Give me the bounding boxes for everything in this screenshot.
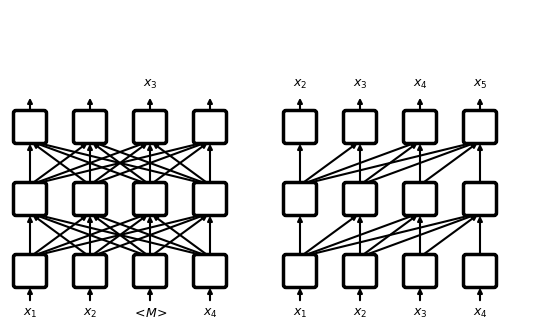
FancyBboxPatch shape bbox=[133, 255, 166, 288]
FancyBboxPatch shape bbox=[403, 255, 436, 288]
Text: $<\!M\!>$: $<\!M\!>$ bbox=[132, 307, 168, 320]
FancyBboxPatch shape bbox=[464, 183, 497, 215]
FancyBboxPatch shape bbox=[13, 255, 46, 288]
FancyBboxPatch shape bbox=[283, 183, 316, 215]
Text: $x_4$: $x_4$ bbox=[473, 307, 487, 320]
FancyBboxPatch shape bbox=[133, 111, 166, 143]
Text: $x_3$: $x_3$ bbox=[413, 307, 427, 320]
FancyBboxPatch shape bbox=[74, 255, 107, 288]
FancyBboxPatch shape bbox=[403, 111, 436, 143]
Text: $x_3$: $x_3$ bbox=[143, 78, 157, 91]
FancyBboxPatch shape bbox=[194, 255, 227, 288]
FancyBboxPatch shape bbox=[283, 255, 316, 288]
FancyBboxPatch shape bbox=[194, 183, 227, 215]
FancyBboxPatch shape bbox=[13, 111, 46, 143]
Text: $x_1$: $x_1$ bbox=[293, 307, 307, 320]
FancyBboxPatch shape bbox=[464, 255, 497, 288]
Text: $x_2$: $x_2$ bbox=[293, 78, 307, 91]
FancyBboxPatch shape bbox=[13, 183, 46, 215]
FancyBboxPatch shape bbox=[344, 183, 377, 215]
FancyBboxPatch shape bbox=[74, 111, 107, 143]
Text: $x_5$: $x_5$ bbox=[473, 78, 487, 91]
FancyBboxPatch shape bbox=[133, 183, 166, 215]
Text: $x_2$: $x_2$ bbox=[83, 307, 97, 320]
FancyBboxPatch shape bbox=[464, 111, 497, 143]
FancyBboxPatch shape bbox=[344, 111, 377, 143]
FancyBboxPatch shape bbox=[74, 183, 107, 215]
FancyBboxPatch shape bbox=[403, 183, 436, 215]
Text: $x_2$: $x_2$ bbox=[353, 307, 367, 320]
Text: $x_1$: $x_1$ bbox=[23, 307, 37, 320]
Text: $x_4$: $x_4$ bbox=[413, 78, 427, 91]
FancyBboxPatch shape bbox=[194, 111, 227, 143]
Text: $x_4$: $x_4$ bbox=[203, 307, 218, 320]
Text: $x_3$: $x_3$ bbox=[353, 78, 367, 91]
FancyBboxPatch shape bbox=[344, 255, 377, 288]
FancyBboxPatch shape bbox=[283, 111, 316, 143]
